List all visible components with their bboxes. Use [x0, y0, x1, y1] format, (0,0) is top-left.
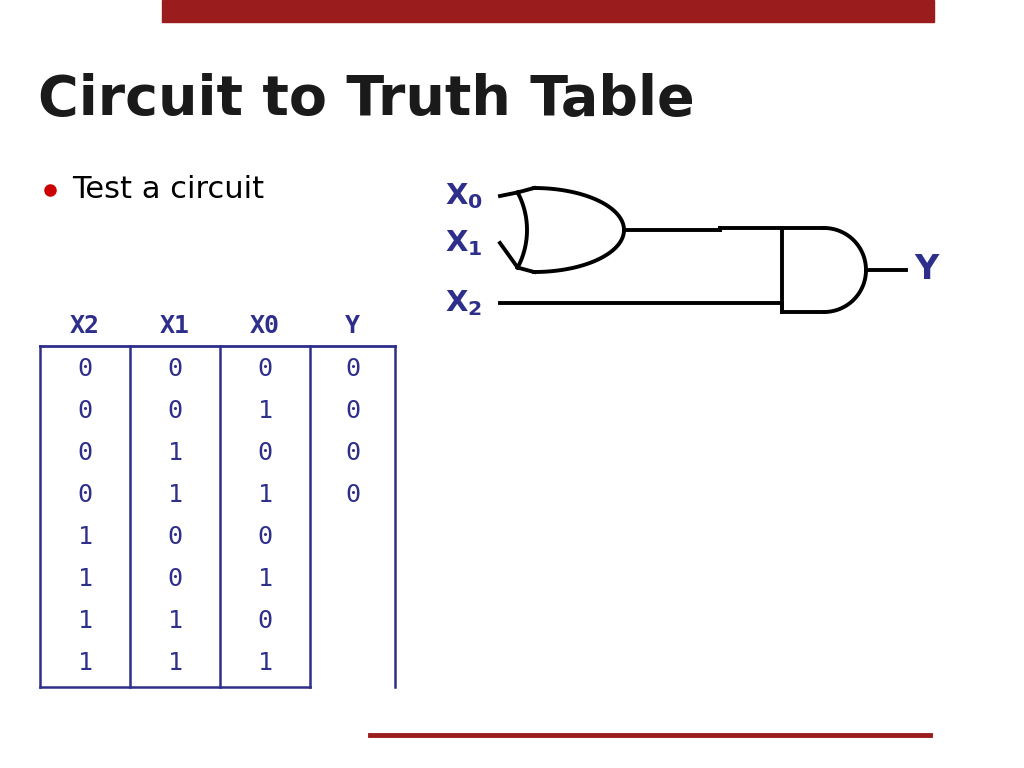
Text: 1: 1 [257, 651, 272, 675]
Bar [162, 0, 934, 22]
Text: 0: 0 [78, 483, 92, 507]
Text: 0: 0 [168, 399, 182, 423]
Text: 1: 1 [257, 567, 272, 591]
Text: 0: 0 [257, 441, 272, 465]
Text: Y: Y [914, 253, 938, 286]
Text: 1: 1 [78, 609, 92, 633]
Text: 1: 1 [168, 441, 182, 465]
Text: X0: X0 [250, 314, 280, 338]
Text: Test a circuit: Test a circuit [72, 176, 264, 204]
Text: X2: X2 [70, 314, 100, 338]
Text: 0: 0 [78, 357, 92, 381]
Text: Circuit to Truth Table: Circuit to Truth Table [38, 73, 694, 127]
Text: 0: 0 [257, 357, 272, 381]
Text: $\mathbf{X_2}$: $\mathbf{X_2}$ [445, 288, 482, 318]
Text: 0: 0 [345, 441, 360, 465]
Text: 1: 1 [78, 525, 92, 549]
Text: 0: 0 [257, 525, 272, 549]
Text: $\mathbf{X_1}$: $\mathbf{X_1}$ [445, 228, 482, 258]
Text: 0: 0 [257, 609, 272, 633]
Text: 0: 0 [345, 483, 360, 507]
Text: 1: 1 [257, 399, 272, 423]
Text: 1: 1 [78, 567, 92, 591]
Text: X1: X1 [160, 314, 190, 338]
Text: 1: 1 [168, 483, 182, 507]
Text: 1: 1 [168, 609, 182, 633]
Text: 1: 1 [257, 483, 272, 507]
Text: 1: 1 [168, 651, 182, 675]
Text: 0: 0 [78, 399, 92, 423]
Text: 0: 0 [168, 567, 182, 591]
Text: 0: 0 [168, 357, 182, 381]
Text: 0: 0 [345, 357, 360, 381]
Text: 0: 0 [78, 441, 92, 465]
Text: $\mathbf{X_0}$: $\mathbf{X_0}$ [445, 181, 483, 211]
Text: 0: 0 [345, 399, 360, 423]
Text: 1: 1 [78, 651, 92, 675]
Text: 0: 0 [168, 525, 182, 549]
Text: Y: Y [345, 314, 360, 338]
